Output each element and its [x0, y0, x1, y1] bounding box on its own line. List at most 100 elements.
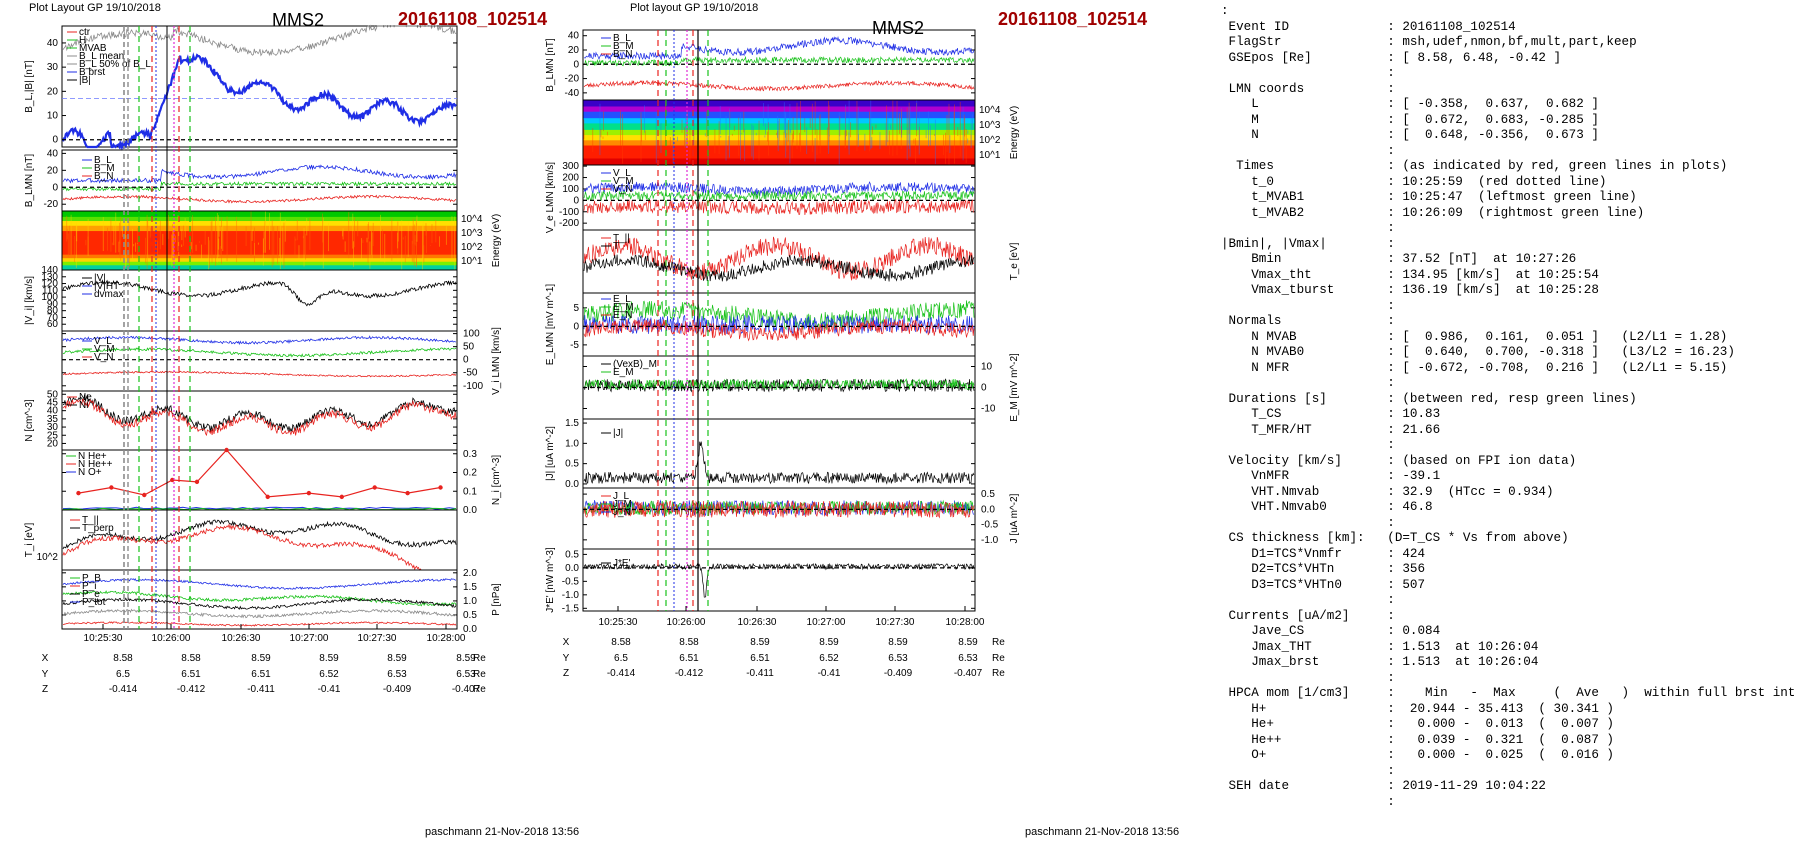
y-tick-label: 20: [47, 438, 59, 449]
y-tick-label: 1.5: [463, 582, 477, 593]
y-tick-label: 10: [47, 111, 59, 122]
y-tick-label: 45: [47, 397, 59, 408]
position-value: 8.59: [456, 653, 476, 664]
position-row-label: Y: [563, 653, 570, 664]
series-line: [583, 254, 975, 282]
spectrogram-band: [583, 158, 975, 166]
y-tick-label: 10: [981, 362, 993, 373]
y-axis-label: B_L,|B| [nT]: [24, 60, 35, 113]
legend-label: Ni: [79, 400, 88, 411]
series-line: [583, 441, 975, 485]
y-axis-label: J*E' [nW m^-3]: [545, 547, 556, 613]
x-tick-label: 10:25:30: [599, 617, 638, 628]
y-tick-label: 25: [47, 430, 59, 441]
y-tick-label: -100: [559, 207, 579, 218]
y-tick-label: 100: [463, 329, 480, 340]
y-tick-label: 300: [562, 161, 579, 172]
y-axis-label: T_e [eV]: [1009, 242, 1020, 280]
position-value: -0.407: [452, 684, 481, 695]
position-unit: Re: [992, 637, 1005, 648]
position-value: 8.58: [181, 653, 201, 664]
y-tick-label: 0.0: [463, 624, 477, 635]
position-value: 8.59: [319, 653, 339, 664]
data-point: [372, 485, 377, 490]
y-tick-label: 0.5: [981, 489, 995, 500]
series-line: [583, 181, 975, 197]
x-tick-label: 10:27:30: [358, 633, 397, 644]
y-tick-label: 10^4: [979, 105, 1001, 116]
y-tick-label: 0: [52, 135, 58, 146]
position-value: 8.59: [888, 637, 908, 648]
info-line: :: [1221, 438, 1395, 452]
y-axis-label: Energy (eV): [491, 214, 502, 267]
position-row-label: Y: [42, 669, 49, 680]
series-line: [62, 523, 456, 571]
legend-label: MVAB: [79, 43, 107, 54]
y-axis-label: N_i [cm^-3]: [491, 455, 502, 505]
info-line: :: [1221, 376, 1395, 390]
position-value: -0.407: [954, 668, 983, 679]
info-line: :: [1221, 143, 1395, 158]
legend-label: P_i: [82, 581, 96, 592]
position-value: 6.51: [679, 653, 699, 664]
position-value: -0.41: [818, 668, 841, 679]
y-tick-label: 1.5: [565, 418, 579, 429]
info-line: :: [1221, 794, 1395, 809]
right-header-label: Plot layout GP 19/10/2018: [630, 2, 759, 14]
left-header-label: Plot Layout GP 19/10/2018: [29, 2, 161, 14]
position-row-label: X: [563, 637, 570, 648]
info-line: t_0 : 10:25:59 (red dotted line): [1221, 174, 1607, 189]
legend-label: B_L mean: [79, 51, 124, 62]
y-tick-label: 1.0: [565, 438, 579, 449]
info-line: :: [1221, 4, 1229, 18]
position-value: 6.52: [319, 669, 339, 680]
legend-label: V_M: [94, 344, 115, 355]
position-value: 6.5: [614, 653, 628, 664]
spectrogram-band: [62, 211, 457, 218]
info-line: t_MVAB1 : 10:25:47 (leftmost green line): [1221, 190, 1637, 204]
position-value: 8.59: [958, 637, 978, 648]
legend-label: (VexB)_M: [613, 359, 657, 370]
position-value: -0.412: [177, 684, 206, 695]
info-line: Jave_CS : 0.084: [1221, 624, 1441, 638]
info-line: :: [1221, 593, 1395, 607]
x-tick-label: 10:27:30: [876, 617, 915, 628]
legend-label: B_N: [94, 171, 113, 182]
position-value: 6.52: [819, 653, 839, 664]
info-line: T_CS : 10.83: [1221, 407, 1441, 421]
position-value: -0.411: [247, 684, 275, 695]
y-tick-label: 0.5: [565, 459, 579, 470]
position-value: 8.58: [611, 637, 631, 648]
y-axis-label: E_M [mV m^-2]: [1009, 353, 1020, 422]
y-tick-label: 80: [47, 306, 59, 317]
legend-label: B brst: [79, 67, 105, 78]
x-tick-label: 10:27:00: [807, 617, 846, 628]
info-line: :: [1221, 298, 1395, 313]
info-line: M : [ 0.672, 0.683, -0.285 ]: [1221, 112, 1599, 127]
legend-label: P_tot: [82, 597, 106, 608]
info-line: Normals :: [1221, 314, 1395, 328]
y-tick-label: 110: [42, 285, 58, 296]
info-line: Vmax_tburst : 136.19 [km/s] at 10:25:28: [1221, 283, 1599, 297]
panel-frame: [61, 569, 458, 630]
info-line: Jmax_brst : 1.513 at 10:26:04: [1221, 655, 1539, 669]
series-line: [62, 335, 457, 346]
y-axis-label: N [cm^-3]: [24, 399, 35, 442]
info-line: VHT.Nmvab : 32.9 (HTcc = 0.934): [1221, 484, 1554, 499]
x-tick-label: 10:26:30: [222, 633, 261, 644]
data-point: [306, 490, 312, 496]
legend-label: E_M: [613, 367, 634, 378]
info-line: Currents [uA/m2] :: [1221, 608, 1395, 623]
info-line: Velocity [km/s] : (based on FPI ion data…: [1221, 453, 1577, 468]
position-value: -0.409: [884, 668, 913, 679]
info-line: :: [1221, 66, 1395, 80]
series-line: [62, 24, 457, 57]
info-line: :: [1221, 221, 1395, 235]
legend-label: E_N: [613, 310, 632, 321]
y-tick-label: 10^3: [979, 120, 1001, 131]
position-row-label: Z: [563, 668, 569, 679]
legend-label: B_M: [94, 163, 115, 174]
y-tick-label: 0: [463, 355, 469, 366]
spectrogram-band: [583, 111, 975, 119]
